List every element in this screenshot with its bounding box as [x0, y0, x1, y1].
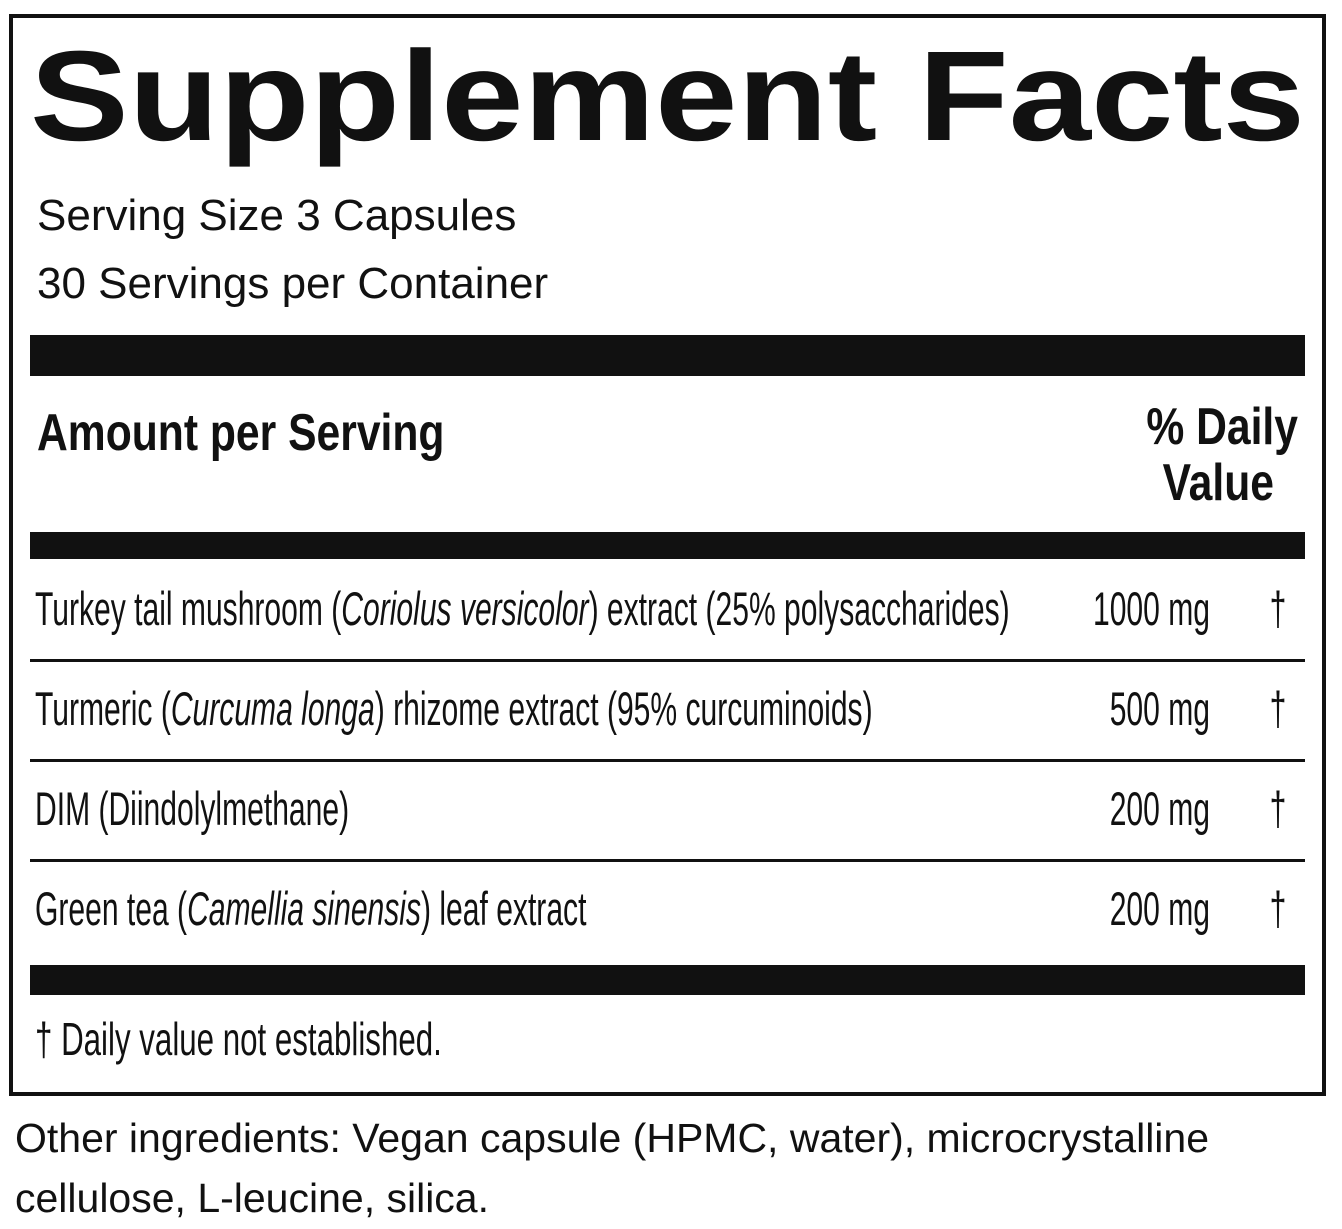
amount: 1000 mg: [1093, 583, 1210, 635]
daily-value: †: [1270, 783, 1287, 835]
amount-header: Amount per Serving: [37, 404, 444, 462]
ingredient-name-part: Camellia sinensis: [187, 883, 421, 935]
daily-value-header: Value: [1163, 454, 1274, 512]
serving-size: Serving Size 3 Capsules: [37, 191, 516, 240]
ingredient-name: DIM (Diindolylmethane): [35, 783, 349, 835]
amount: 500 mg: [1110, 683, 1210, 735]
thick-bar: [30, 335, 1305, 376]
other-ingredients: Other ingredients: Vegan capsule (HPMC, …: [15, 1115, 1209, 1161]
ingredient-name-part: Green tea (: [35, 883, 187, 935]
daily-value: †: [1270, 883, 1287, 935]
ingredient-name-part: ) extract (25% polysaccharides): [589, 583, 1010, 635]
title: Supplement Facts: [30, 25, 1305, 168]
ingredient-name-part: ) rhizome extract (95% curcuminoids): [375, 683, 873, 735]
ingredient-name: Turmeric (Curcuma longa) rhizome extract…: [35, 683, 873, 735]
label-border: [9, 14, 1326, 1096]
servings-per-container: 30 Servings per Container: [37, 259, 548, 308]
ingredient-name-part: Turkey tail mushroom (: [35, 583, 341, 635]
ingredient-name-part: Curcuma longa: [171, 683, 375, 735]
row-divider: [30, 759, 1305, 762]
amount: 200 mg: [1110, 783, 1210, 835]
thick-bar: [30, 532, 1305, 559]
ingredient-name-part: Coriolus versicolor: [341, 583, 590, 635]
daily-value-header: % Daily: [1146, 398, 1298, 456]
ingredient-name-part: DIM (Diindolylmethane): [35, 783, 349, 835]
amount: 200 mg: [1110, 883, 1210, 935]
daily-value: †: [1270, 583, 1287, 635]
ingredient-name: Green tea (Camellia sinensis) leaf extra…: [35, 883, 586, 935]
row-divider: [30, 859, 1305, 862]
thick-bar: [30, 965, 1305, 995]
other-ingredients: cellulose, L-leucine, silica.: [15, 1175, 489, 1221]
ingredient-name: Turkey tail mushroom (Coriolus versicolo…: [35, 583, 1010, 635]
ingredient-name-part: Turmeric (: [35, 683, 171, 735]
row-divider: [30, 659, 1305, 662]
ingredient-name-part: ) leaf extract: [421, 883, 586, 935]
footnote: † Daily value not established.: [35, 1014, 442, 1065]
daily-value: †: [1270, 683, 1287, 735]
